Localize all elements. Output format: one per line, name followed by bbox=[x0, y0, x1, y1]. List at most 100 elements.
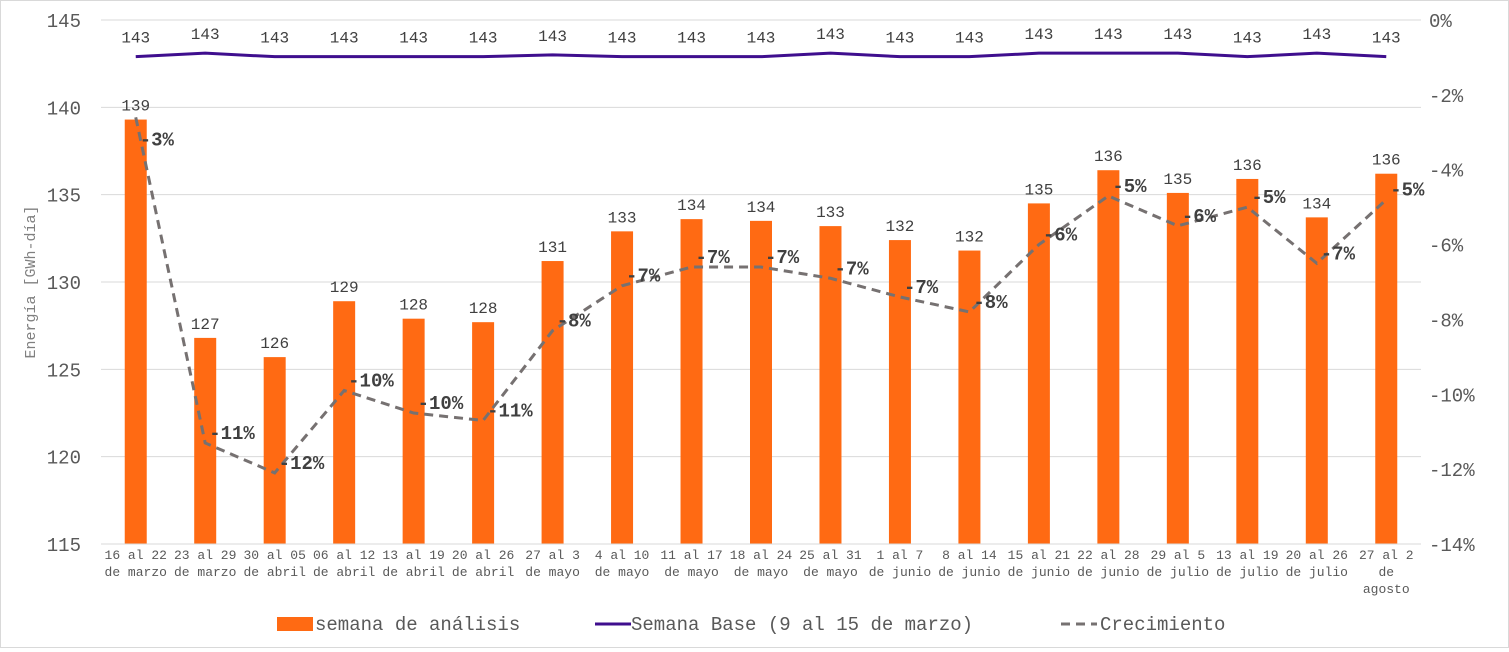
x-tick-label: de junio bbox=[869, 565, 931, 580]
x-tick-label: 15 al 21 bbox=[1008, 548, 1071, 563]
x-tick-label: de julio bbox=[1147, 565, 1209, 580]
bar bbox=[750, 220, 772, 544]
y-tick-label: 140 bbox=[47, 98, 81, 120]
x-tick-label: de marzo bbox=[105, 565, 167, 580]
base-data-label: 143 bbox=[469, 30, 498, 48]
x-tick-label: 16 al 22 bbox=[105, 548, 167, 563]
growth-data-label: -7% bbox=[834, 258, 869, 280]
x-tick-label: 20 al 26 bbox=[452, 548, 514, 563]
y-tick-label: 145 bbox=[47, 11, 81, 33]
growth-data-label: -3% bbox=[140, 129, 175, 151]
base-data-label: 143 bbox=[1233, 30, 1262, 48]
x-tick-label: de mayo bbox=[664, 565, 719, 580]
growth-data-label: -10% bbox=[418, 393, 464, 415]
bar-data-label: 139 bbox=[121, 98, 150, 116]
legend-label: Semana Base (9 al 15 de marzo) bbox=[631, 614, 973, 636]
growth-data-label: -11% bbox=[209, 423, 255, 445]
bar bbox=[1166, 192, 1189, 545]
bar-data-label: 132 bbox=[955, 229, 984, 247]
y-tick-label: 120 bbox=[47, 448, 81, 470]
bar-data-label: 135 bbox=[1024, 181, 1053, 199]
bar-data-label: 136 bbox=[1094, 148, 1123, 166]
growth-data-label: -7% bbox=[1321, 243, 1356, 265]
bar-data-label: 129 bbox=[330, 279, 359, 297]
y-tick-label: 125 bbox=[47, 360, 81, 382]
base-data-label: 143 bbox=[747, 30, 776, 48]
x-tick-label: 4 al 10 bbox=[595, 548, 650, 563]
x-tick-label: 1 al 7 bbox=[877, 548, 924, 563]
base-data-label: 143 bbox=[121, 30, 150, 48]
y-tick-label: 135 bbox=[47, 186, 81, 208]
base-line bbox=[135, 51, 1387, 59]
bar bbox=[333, 301, 356, 544]
legend-label: semana de análisis bbox=[315, 614, 520, 636]
growth-data-label: -6% bbox=[1043, 225, 1078, 247]
bar-data-label: 134 bbox=[677, 197, 706, 215]
x-tick-label: 20 al 26 bbox=[1286, 548, 1348, 563]
bar-data-label: 128 bbox=[399, 297, 428, 315]
x-tick-label: 18 al 24 bbox=[730, 548, 793, 563]
growth-data-label: -8% bbox=[557, 311, 592, 333]
base-data-label: 143 bbox=[1302, 26, 1331, 44]
x-tick-label: de abril bbox=[313, 565, 376, 580]
growth-data-label: -7% bbox=[696, 247, 731, 269]
base-data-label: 143 bbox=[1094, 26, 1123, 44]
y2-tick-label: -10% bbox=[1429, 385, 1475, 407]
base-data-label: 143 bbox=[1024, 26, 1053, 44]
x-tick-label: de junio bbox=[1008, 565, 1070, 580]
x-tick-label: agosto bbox=[1363, 582, 1410, 597]
growth-data-label: -8% bbox=[973, 292, 1008, 314]
y2-tick-label: -14% bbox=[1429, 535, 1475, 557]
y2-tick-label: 0% bbox=[1429, 11, 1452, 33]
x-tick-label: de mayo bbox=[525, 565, 580, 580]
x-tick-label: 06 al 12 bbox=[313, 548, 375, 563]
base-data-label: 143 bbox=[955, 30, 984, 48]
base-data-label: 143 bbox=[330, 30, 359, 48]
legend-label: Crecimiento bbox=[1100, 614, 1225, 636]
base-data-label: 143 bbox=[538, 28, 567, 46]
growth-data-label: -5% bbox=[1251, 187, 1286, 209]
base-data-label: 143 bbox=[1163, 26, 1192, 44]
base-data-label: 143 bbox=[816, 26, 845, 44]
x-tick-label: 25 al 31 bbox=[799, 548, 862, 563]
y-axis-title: Energía [GWh-día] bbox=[23, 205, 40, 358]
x-tick-label: 27 al 3 bbox=[525, 548, 580, 563]
y2-tick-label: -8% bbox=[1429, 310, 1464, 332]
x-tick-label: 27 al 2 bbox=[1359, 548, 1414, 563]
bar bbox=[402, 318, 425, 544]
growth-data-label: -7% bbox=[626, 266, 661, 288]
bar-data-label: 133 bbox=[608, 209, 637, 227]
bar-data-label: 135 bbox=[1163, 171, 1192, 189]
growth-data-label: -7% bbox=[904, 277, 939, 299]
bar-data-label: 136 bbox=[1233, 157, 1262, 175]
growth-data-label: -10% bbox=[348, 371, 394, 393]
x-tick-label: 29 al 5 bbox=[1151, 548, 1206, 563]
bar bbox=[263, 357, 286, 544]
x-tick-label: de marzo bbox=[174, 565, 236, 580]
x-tick-label: de junio bbox=[1077, 565, 1139, 580]
bar-data-label: 132 bbox=[886, 218, 915, 236]
base-data-label: 143 bbox=[677, 30, 706, 48]
base-data-label: 143 bbox=[399, 30, 428, 48]
x-tick-label: de mayo bbox=[803, 565, 858, 580]
x-tick-label: de bbox=[1378, 565, 1394, 580]
bar bbox=[124, 119, 147, 544]
bar bbox=[680, 219, 703, 544]
x-tick-label: 11 al 17 bbox=[660, 548, 722, 563]
bar bbox=[1305, 217, 1328, 544]
x-tick-label: 13 al 19 bbox=[382, 548, 444, 563]
y-tick-label: 130 bbox=[47, 273, 81, 295]
growth-line bbox=[134, 117, 1388, 475]
x-tick-label: de abril bbox=[382, 565, 445, 580]
base-data-label: 143 bbox=[1372, 30, 1401, 48]
growth-data-label: -5% bbox=[1390, 180, 1425, 202]
bar bbox=[611, 231, 634, 544]
x-tick-label: 13 al 19 bbox=[1216, 548, 1278, 563]
base-data-label: 143 bbox=[191, 26, 220, 44]
x-tick-label: de junio bbox=[938, 565, 1000, 580]
x-tick-label: de julio bbox=[1216, 565, 1278, 580]
bar bbox=[1375, 173, 1398, 544]
bar bbox=[958, 250, 981, 544]
bar-data-label: 131 bbox=[538, 239, 567, 257]
